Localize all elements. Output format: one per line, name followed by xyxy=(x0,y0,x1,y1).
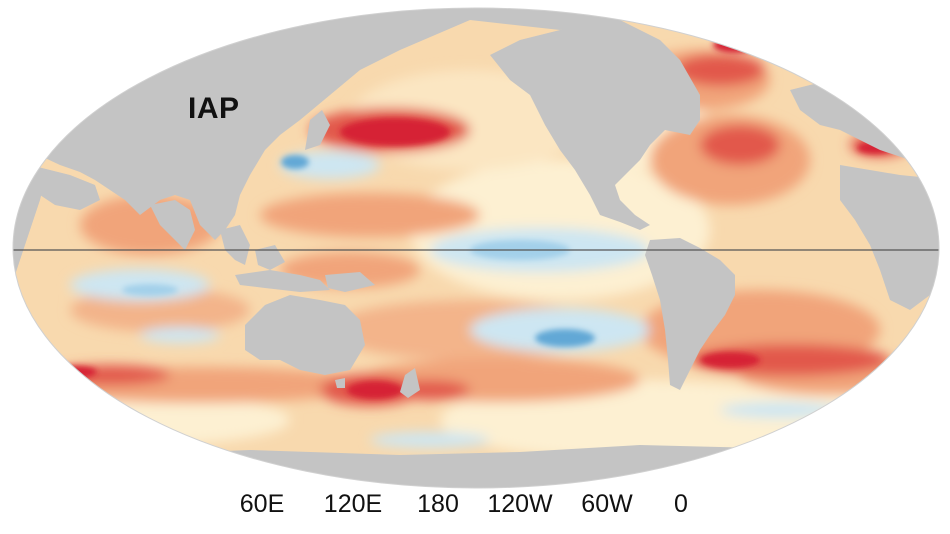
land-tasmania xyxy=(335,378,345,388)
land-arabia xyxy=(30,165,100,210)
land-africa-east xyxy=(840,165,939,310)
land-indochina xyxy=(220,225,250,265)
lon-label-120e: 120E xyxy=(323,490,383,518)
lon-label-60e: 60E xyxy=(239,490,285,518)
land-borneo xyxy=(255,245,285,270)
longitude-axis: 60E 120E 180 120W 60W 0 xyxy=(0,490,950,524)
lon-label-0: 0 xyxy=(674,490,688,518)
land-australia xyxy=(245,295,365,375)
globe-outline xyxy=(12,7,940,489)
dataset-label: IAP xyxy=(188,92,240,125)
land-india xyxy=(150,200,195,250)
land-greenland xyxy=(740,8,820,35)
land-indonesia xyxy=(235,270,330,292)
land-north-america xyxy=(490,20,700,230)
ocean-anomaly-cores xyxy=(53,37,893,399)
land-new-zealand xyxy=(400,368,420,398)
lon-label-60w: 60W xyxy=(581,490,633,518)
land-south-america xyxy=(645,238,735,390)
land-japan xyxy=(305,110,330,150)
lon-label-120w: 120W xyxy=(487,490,553,518)
land-africa xyxy=(13,150,45,300)
lon-label-180: 180 xyxy=(417,490,459,518)
land-new-guinea xyxy=(325,272,375,292)
